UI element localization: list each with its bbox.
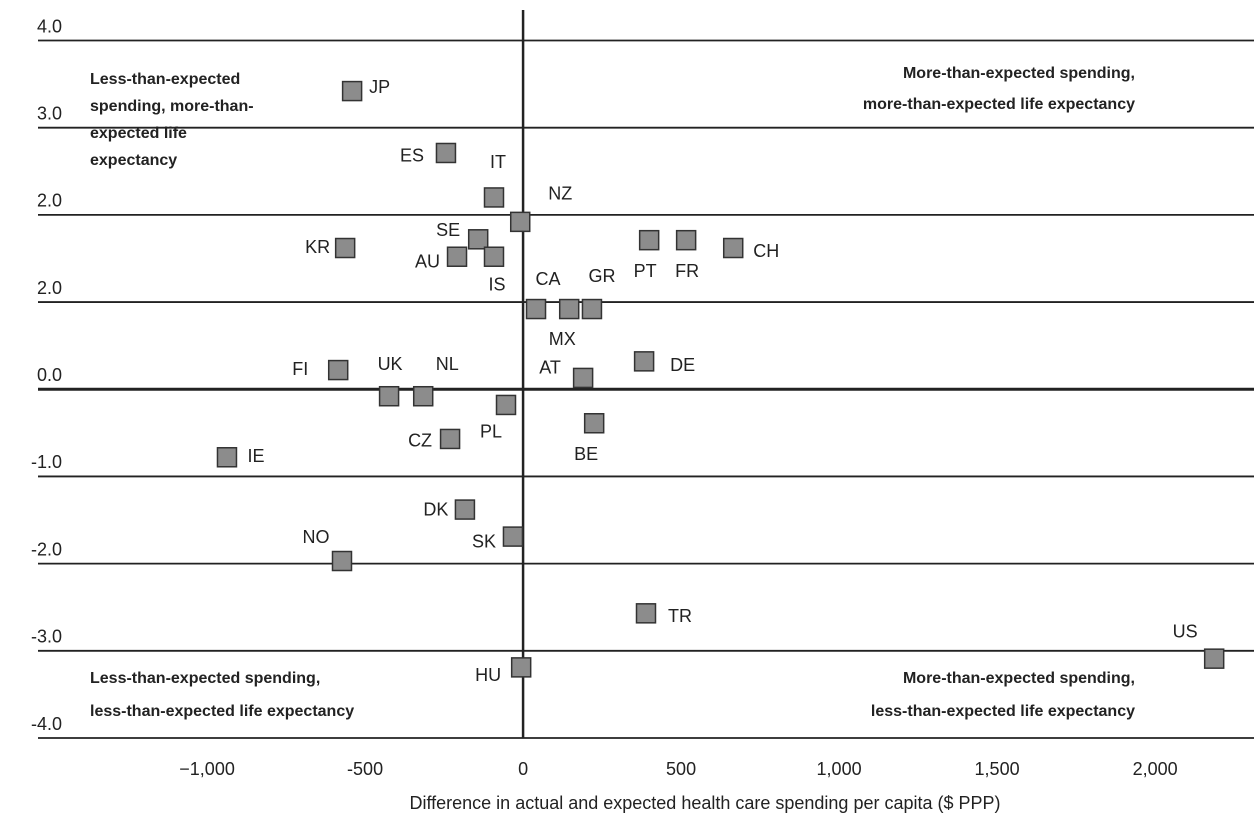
point-label: IE bbox=[247, 446, 264, 466]
point-label: US bbox=[1173, 621, 1198, 641]
point-label: SK bbox=[472, 531, 496, 551]
y-tick-label: 3.0 bbox=[37, 103, 62, 123]
y-tick-label: 2.0 bbox=[37, 278, 62, 298]
point bbox=[638, 229, 660, 251]
annotation: Less-than-expected spending, bbox=[90, 670, 320, 687]
point bbox=[467, 229, 489, 250]
x-tick-label: 0 bbox=[518, 759, 528, 779]
point-label: IS bbox=[488, 274, 505, 294]
x-tick-label: 500 bbox=[666, 759, 696, 779]
point bbox=[635, 603, 657, 624]
point bbox=[509, 211, 531, 233]
point bbox=[439, 428, 461, 450]
x-tick-label: −1,000 bbox=[179, 759, 235, 779]
point-label: UK bbox=[378, 354, 403, 374]
point-label: AU bbox=[415, 251, 440, 271]
point bbox=[341, 80, 363, 102]
point-label: TR bbox=[668, 606, 692, 626]
annotation: More-than-expected spending, bbox=[903, 65, 1135, 82]
annotation: expected life bbox=[90, 125, 187, 142]
point-label: MX bbox=[549, 329, 576, 349]
point-label: NO bbox=[303, 527, 330, 547]
point bbox=[675, 229, 697, 251]
point-label: PT bbox=[634, 261, 657, 281]
point-label: CA bbox=[536, 269, 561, 289]
point bbox=[583, 413, 605, 434]
point bbox=[216, 447, 238, 468]
point-label: GR bbox=[588, 266, 615, 286]
point bbox=[378, 385, 400, 407]
point-label: DE bbox=[670, 355, 695, 375]
point bbox=[435, 142, 457, 164]
y-tick-label: 0.0 bbox=[37, 365, 62, 385]
x-axis-label: Difference in actual and expected health… bbox=[409, 793, 1000, 813]
x-tick-label: 2,000 bbox=[1133, 759, 1178, 779]
y-tick-label: -3.0 bbox=[31, 627, 62, 647]
annotation: More-than-expected spending, bbox=[903, 670, 1135, 687]
x-tick-label: 1,500 bbox=[975, 759, 1020, 779]
point-label: DK bbox=[423, 499, 448, 519]
point bbox=[510, 657, 532, 678]
y-tick-label: 4.0 bbox=[37, 16, 62, 36]
point-label: NZ bbox=[548, 184, 572, 204]
point bbox=[722, 237, 744, 259]
point bbox=[633, 351, 655, 372]
point-label: HU bbox=[475, 665, 501, 685]
point-label: SE bbox=[436, 220, 460, 240]
point bbox=[327, 359, 349, 381]
point bbox=[446, 246, 468, 267]
annotation: spending, more-than- bbox=[90, 98, 254, 115]
point bbox=[454, 499, 476, 520]
point bbox=[525, 298, 547, 320]
point bbox=[412, 385, 434, 407]
point-label: FI bbox=[292, 359, 308, 379]
y-tick-label: 2.0 bbox=[37, 191, 62, 211]
point-label: BE bbox=[574, 444, 598, 464]
point-label: CZ bbox=[408, 431, 432, 451]
point-label: PL bbox=[480, 422, 502, 442]
point-label: CH bbox=[753, 241, 779, 261]
x-tick-label: 1,000 bbox=[817, 759, 862, 779]
point bbox=[334, 237, 356, 259]
annotation: Less-than-expected bbox=[90, 71, 240, 88]
point-label: KR bbox=[305, 237, 330, 257]
point bbox=[483, 187, 505, 208]
point bbox=[502, 526, 524, 547]
point-label: FR bbox=[675, 261, 699, 281]
point-label: AT bbox=[539, 358, 561, 378]
y-tick-label: -1.0 bbox=[31, 452, 62, 472]
point-label: NL bbox=[436, 354, 459, 374]
point-label: IT bbox=[490, 152, 506, 172]
annotation: expectancy bbox=[90, 152, 177, 169]
annotation: less-than-expected life expectancy bbox=[871, 703, 1135, 720]
annotation: less-than-expected life expectancy bbox=[90, 703, 354, 720]
point bbox=[1203, 648, 1225, 669]
point bbox=[558, 298, 580, 320]
point bbox=[495, 394, 517, 416]
point bbox=[572, 367, 594, 389]
point-label: ES bbox=[400, 146, 424, 166]
annotation: more-than-expected life expectancy bbox=[863, 96, 1135, 113]
point bbox=[331, 550, 353, 572]
point-label: JP bbox=[369, 77, 390, 97]
point bbox=[581, 298, 603, 320]
point bbox=[483, 246, 505, 267]
x-tick-label: -500 bbox=[347, 759, 383, 779]
y-tick-label: -2.0 bbox=[31, 539, 62, 559]
y-tick-label: -4.0 bbox=[31, 714, 62, 734]
